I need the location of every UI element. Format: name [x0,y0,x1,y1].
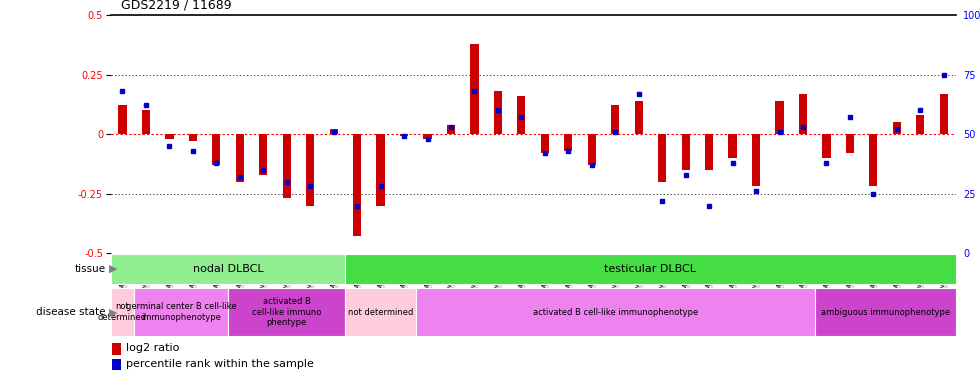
Bar [353,134,362,237]
Bar [113,358,121,370]
Text: germinal center B cell-like
immunophenotype: germinal center B cell-like immunophenot… [125,303,236,322]
Bar [111,288,134,336]
Bar [659,134,666,182]
Text: activated B cell-like immunophenotype: activated B cell-like immunophenotype [532,308,698,316]
Bar [775,101,784,134]
Bar [213,134,220,165]
Bar [705,134,713,170]
Bar [142,110,150,134]
Bar [119,105,126,134]
Text: disease state: disease state [36,307,106,317]
Bar [681,134,690,170]
Bar [612,105,619,134]
Bar [470,44,478,134]
Text: activated B
cell-like immuno
phentype: activated B cell-like immuno phentype [252,297,321,327]
Bar [236,134,244,182]
Text: log2 ratio: log2 ratio [126,343,179,353]
Text: testicular DLBCL: testicular DLBCL [605,264,697,274]
Bar [111,254,345,284]
Bar [376,134,385,206]
Bar [189,134,197,141]
Bar [345,288,416,336]
Bar [822,134,830,158]
Bar [814,288,956,336]
Bar [423,134,431,139]
Bar [799,94,808,134]
Bar [728,134,737,158]
Bar [541,134,549,153]
Bar [893,122,901,134]
Bar [916,115,924,134]
Bar [166,134,173,139]
Bar [306,134,315,206]
Bar [517,96,525,134]
Bar [588,134,596,165]
Text: GDS2219 / 11689: GDS2219 / 11689 [121,0,231,11]
Bar [345,254,956,284]
Text: not
determined: not determined [98,303,147,322]
Bar [447,124,455,134]
Bar [400,134,408,136]
Bar [228,288,345,336]
Bar [564,134,572,151]
Bar [635,101,643,134]
Text: ambiguous immunophenotype: ambiguous immunophenotype [820,308,950,316]
Text: nodal DLBCL: nodal DLBCL [193,264,264,274]
Bar [329,129,338,134]
Bar [259,134,268,174]
Bar [134,288,228,336]
Text: tissue: tissue [74,264,106,274]
Text: ▶: ▶ [109,264,118,274]
Bar [113,343,121,355]
Bar [846,134,854,153]
Bar [752,134,760,186]
Text: not determined: not determined [348,308,414,316]
Bar [282,134,291,198]
Bar [869,134,877,186]
Text: percentile rank within the sample: percentile rank within the sample [126,359,314,369]
Bar [494,91,502,134]
Text: ▶: ▶ [109,307,118,317]
Bar [416,288,814,336]
Bar [940,94,948,134]
